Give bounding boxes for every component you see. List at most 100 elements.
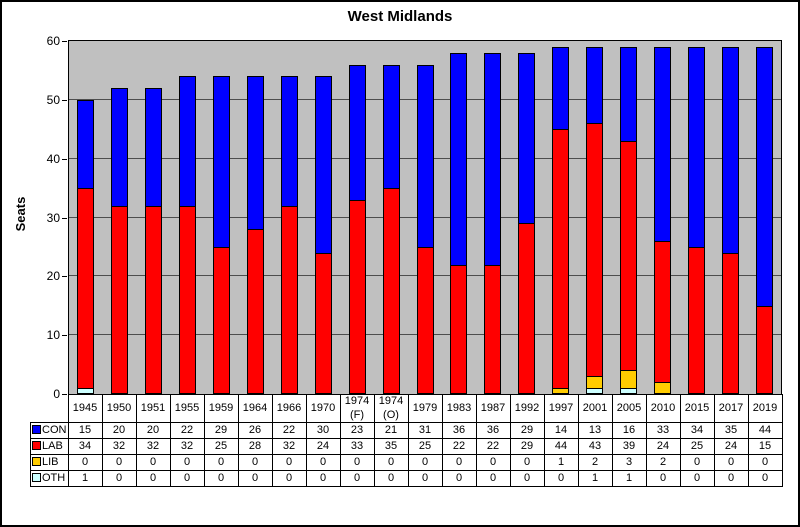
value-cell-LIB-1992: 0 xyxy=(509,454,545,471)
y-axis-title: Seats xyxy=(13,196,28,232)
bar-segment-2001-LIB xyxy=(586,376,604,390)
bar-segment-1974F-LAB xyxy=(348,199,366,394)
value-cell-LAB-1974O: 35 xyxy=(373,438,409,455)
year-cell-1955: 1955 xyxy=(169,394,205,423)
bar-segment-1945-CON xyxy=(77,99,95,190)
bar-segment-2010-CON xyxy=(653,46,671,243)
year-cell-1951: 1951 xyxy=(135,394,171,423)
value-cell-LIB-1979: 0 xyxy=(407,454,443,471)
value-cell-OTH-2015: 0 xyxy=(679,470,715,487)
value-cell-OTH-2019: 0 xyxy=(747,470,783,487)
table-row-LAB: LAB 34 32 32 32 25 28 32 24 33 35 25 22 22 29 44 43 39 24 2… xyxy=(30,438,783,455)
table-header: 1945 1950 1951 1955 1959 1964 1966 1970 1974 (F)… xyxy=(31,394,783,423)
value-cell-CON-2010: 33 xyxy=(645,422,681,439)
year-cell-2010: 2010 xyxy=(645,394,681,423)
y-tick-label-10: 10 xyxy=(46,328,60,343)
value-cell-LAB-1951: 32 xyxy=(135,438,171,455)
value-cell-LAB-1950: 32 xyxy=(101,438,137,455)
table-row-LIB: LIB 0 0 0 0 0 0 0 0 0 0 0 0 0 0 1 2 3 2 0 0 0 xyxy=(30,454,783,471)
y-tick-mark-30 xyxy=(62,217,67,219)
value-cell-CON-2001: 13 xyxy=(577,422,613,439)
bar-segment-1955-CON xyxy=(179,76,197,207)
bar-segment-2017-LAB xyxy=(721,252,739,394)
y-tick-label-50: 50 xyxy=(46,92,60,107)
value-cell-LIB-1950: 0 xyxy=(101,454,137,471)
value-cell-OTH-1945: 1 xyxy=(67,470,103,487)
legend-cell-CON: CON xyxy=(30,422,69,439)
bar-segment-1983-CON xyxy=(450,52,468,266)
bar-segment-2010-LAB xyxy=(653,241,671,384)
legend-cell-OTH: OTH xyxy=(30,470,69,487)
value-cell-CON-1997: 14 xyxy=(543,422,579,439)
y-tick-mark-10 xyxy=(62,335,67,337)
value-cell-LAB-1974F: 33 xyxy=(339,438,375,455)
value-cell-OTH-2001: 1 xyxy=(577,470,613,487)
bar-segment-1950-LAB xyxy=(111,205,129,394)
bar-segment-1974O-CON xyxy=(382,64,400,190)
bar-segment-2015-LAB xyxy=(687,246,705,394)
bar-segment-1966-CON xyxy=(280,76,298,207)
bar-segment-2005-LIB xyxy=(619,370,637,390)
legend-swatch-LAB xyxy=(32,440,41,450)
year-cell-1987: 1987 xyxy=(475,394,511,423)
year-cell-1950: 1950 xyxy=(101,394,137,423)
value-cell-LIB-1974O: 0 xyxy=(373,454,409,471)
year-cell-2017: 2017 xyxy=(713,394,749,423)
value-cell-LIB-1983: 0 xyxy=(441,454,477,471)
bar-segment-1974F-CON xyxy=(348,64,366,201)
value-cell-LIB-1945: 0 xyxy=(67,454,103,471)
value-cell-LIB-1951: 0 xyxy=(135,454,171,471)
table-body: CON 15 20 20 22 29 26 22 30 23 21 31 36 36 29 14 13 16 33 3… xyxy=(30,422,783,487)
bar-segment-1987-CON xyxy=(484,52,502,266)
value-cell-OTH-1979: 0 xyxy=(407,470,443,487)
value-cell-CON-1951: 20 xyxy=(135,422,171,439)
table-corner-cell xyxy=(31,395,69,423)
bar-segment-1983-LAB xyxy=(450,264,468,394)
bar-segment-1979-CON xyxy=(416,64,434,248)
table-row-OTH: OTH 1 0 0 0 0 0 0 0 0 0 0 0 0 0 0 1 1 0 0 0 0 xyxy=(30,470,783,487)
value-cell-CON-2015: 34 xyxy=(679,422,715,439)
bar-segment-1955-LAB xyxy=(179,205,197,394)
value-cell-LAB-2019: 15 xyxy=(747,438,783,455)
legend-label-CON: CON xyxy=(42,423,67,436)
value-cell-LAB-2017: 24 xyxy=(713,438,749,455)
value-cell-OTH-2010: 0 xyxy=(645,470,681,487)
legend-cell-LIB: LIB xyxy=(30,454,69,471)
value-cell-CON-1992: 29 xyxy=(509,422,545,439)
bar-segment-2015-CON xyxy=(687,46,705,248)
value-cell-OTH-1966: 0 xyxy=(271,470,307,487)
value-cell-OTH-1987: 0 xyxy=(475,470,511,487)
year-cell-1964: 1964 xyxy=(237,394,273,423)
bar-segment-2017-CON xyxy=(721,46,739,254)
bar-segment-1970-CON xyxy=(314,76,332,254)
value-cell-LIB-1964: 0 xyxy=(237,454,273,471)
bar-segment-1974O-LAB xyxy=(382,188,400,394)
year-cell-1974O: 1974 (O) xyxy=(373,394,409,423)
value-cell-LIB-2019: 0 xyxy=(747,454,783,471)
value-cell-LIB-1997: 1 xyxy=(543,454,579,471)
bar-segment-1959-LAB xyxy=(213,246,231,394)
value-cell-LAB-1955: 32 xyxy=(169,438,205,455)
bar-segment-2001-LAB xyxy=(586,123,604,378)
value-cell-LIB-1970: 0 xyxy=(305,454,341,471)
value-cell-CON-1983: 36 xyxy=(441,422,477,439)
bar-segment-1945-LAB xyxy=(77,188,95,390)
value-cell-LAB-2005: 39 xyxy=(611,438,647,455)
bar-segment-1964-CON xyxy=(246,76,264,231)
y-tick-label-20: 20 xyxy=(46,269,60,284)
value-cell-OTH-2005: 1 xyxy=(611,470,647,487)
value-cell-LAB-1966: 32 xyxy=(271,438,307,455)
year-cell-1992: 1992 xyxy=(509,394,545,423)
bar-segment-2010-LIB xyxy=(653,382,671,394)
bar-segment-1951-CON xyxy=(145,88,163,207)
year-cell-1974F: 1974 (F) xyxy=(339,394,375,423)
value-cell-LIB-1955: 0 xyxy=(169,454,205,471)
legend-label-LAB: LAB xyxy=(42,439,63,452)
legend-swatch-OTH xyxy=(32,472,41,482)
value-cell-LAB-1987: 22 xyxy=(475,438,511,455)
year-cell-1959: 1959 xyxy=(203,394,239,423)
y-tick-mark-60 xyxy=(62,41,67,42)
year-cell-1983: 1983 xyxy=(441,394,477,423)
year-cell-1997: 1997 xyxy=(543,394,579,423)
bar-segment-1992-LAB xyxy=(518,223,536,394)
